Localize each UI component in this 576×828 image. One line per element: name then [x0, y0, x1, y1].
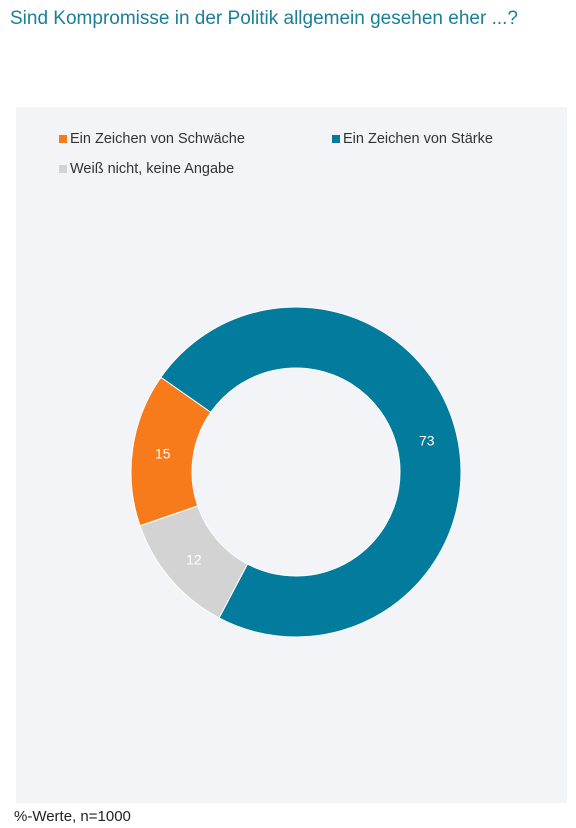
- donut-slice-staerke: [160, 306, 462, 638]
- donut-slice-schwaeche: [130, 376, 212, 527]
- legend-label-schwaeche: Ein Zeichen von Schwäche: [70, 131, 245, 147]
- legend-item-weiss-nicht: Weiß nicht, keine Angabe: [59, 161, 234, 177]
- legend-item-schwaeche: Ein Zeichen von Schwäche: [59, 131, 245, 147]
- footnote: %-Werte, n=1000: [14, 808, 131, 825]
- legend-label-staerke: Ein Zeichen von Stärke: [343, 131, 493, 147]
- legend-swatch-schwaeche: [59, 135, 67, 143]
- data-label-staerke: 73: [419, 432, 435, 448]
- legend-swatch-weiss-nicht: [59, 165, 67, 173]
- chart-panel: Ein Zeichen von Schwäche Ein Zeichen von…: [16, 107, 567, 803]
- legend-item-staerke: Ein Zeichen von Stärke: [332, 131, 493, 147]
- chart-title: Sind Kompromisse in der Politik allgemei…: [10, 8, 518, 29]
- donut-chart: 73 12 15: [130, 306, 462, 638]
- data-label-weiss-nicht: 12: [186, 552, 202, 568]
- legend-label-weiss-nicht: Weiß nicht, keine Angabe: [70, 161, 235, 177]
- legend-swatch-staerke: [332, 135, 340, 143]
- data-label-schwaeche: 15: [155, 445, 171, 461]
